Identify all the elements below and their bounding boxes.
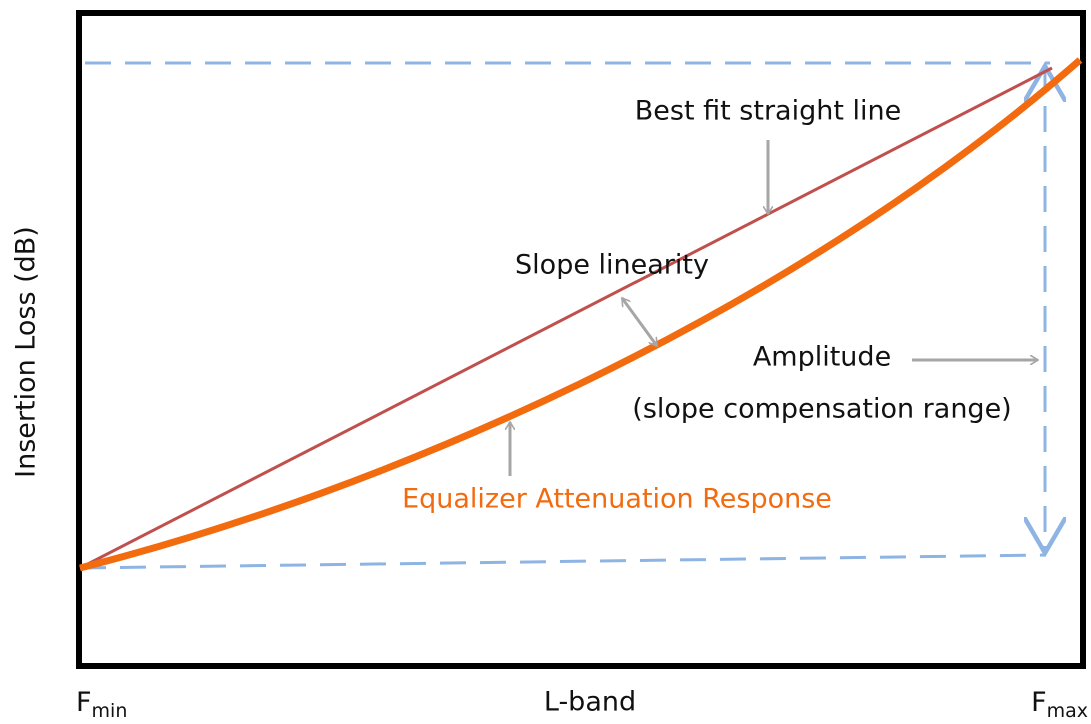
x-left-main: F	[76, 687, 92, 718]
amplitude-note: (slope compensation range)	[632, 394, 1011, 425]
x-right-sub: max	[1047, 700, 1088, 722]
best-fit-label: Best fit straight line	[635, 96, 902, 127]
x-right-label: Fmax	[1031, 687, 1088, 722]
x-left-label: Fmin	[76, 687, 127, 722]
x-center-label: L-band	[544, 687, 636, 718]
x-right-main: F	[1031, 687, 1047, 718]
best-fit-line	[79, 66, 1053, 570]
slope-linearity-label: Slope linearity	[515, 250, 709, 281]
bottom-dashed-line	[79, 553, 1046, 570]
slope-linearity-arrow	[620, 298, 659, 346]
y-axis-label: Insertion Loss (dB)	[11, 226, 42, 478]
plot-frame	[76, 10, 1086, 669]
amplitude-label: Amplitude	[753, 342, 891, 373]
x-left-sub: min	[92, 700, 128, 722]
response-curve	[79, 57, 1083, 572]
response-label: Equalizer Attenuation Response	[402, 484, 832, 515]
